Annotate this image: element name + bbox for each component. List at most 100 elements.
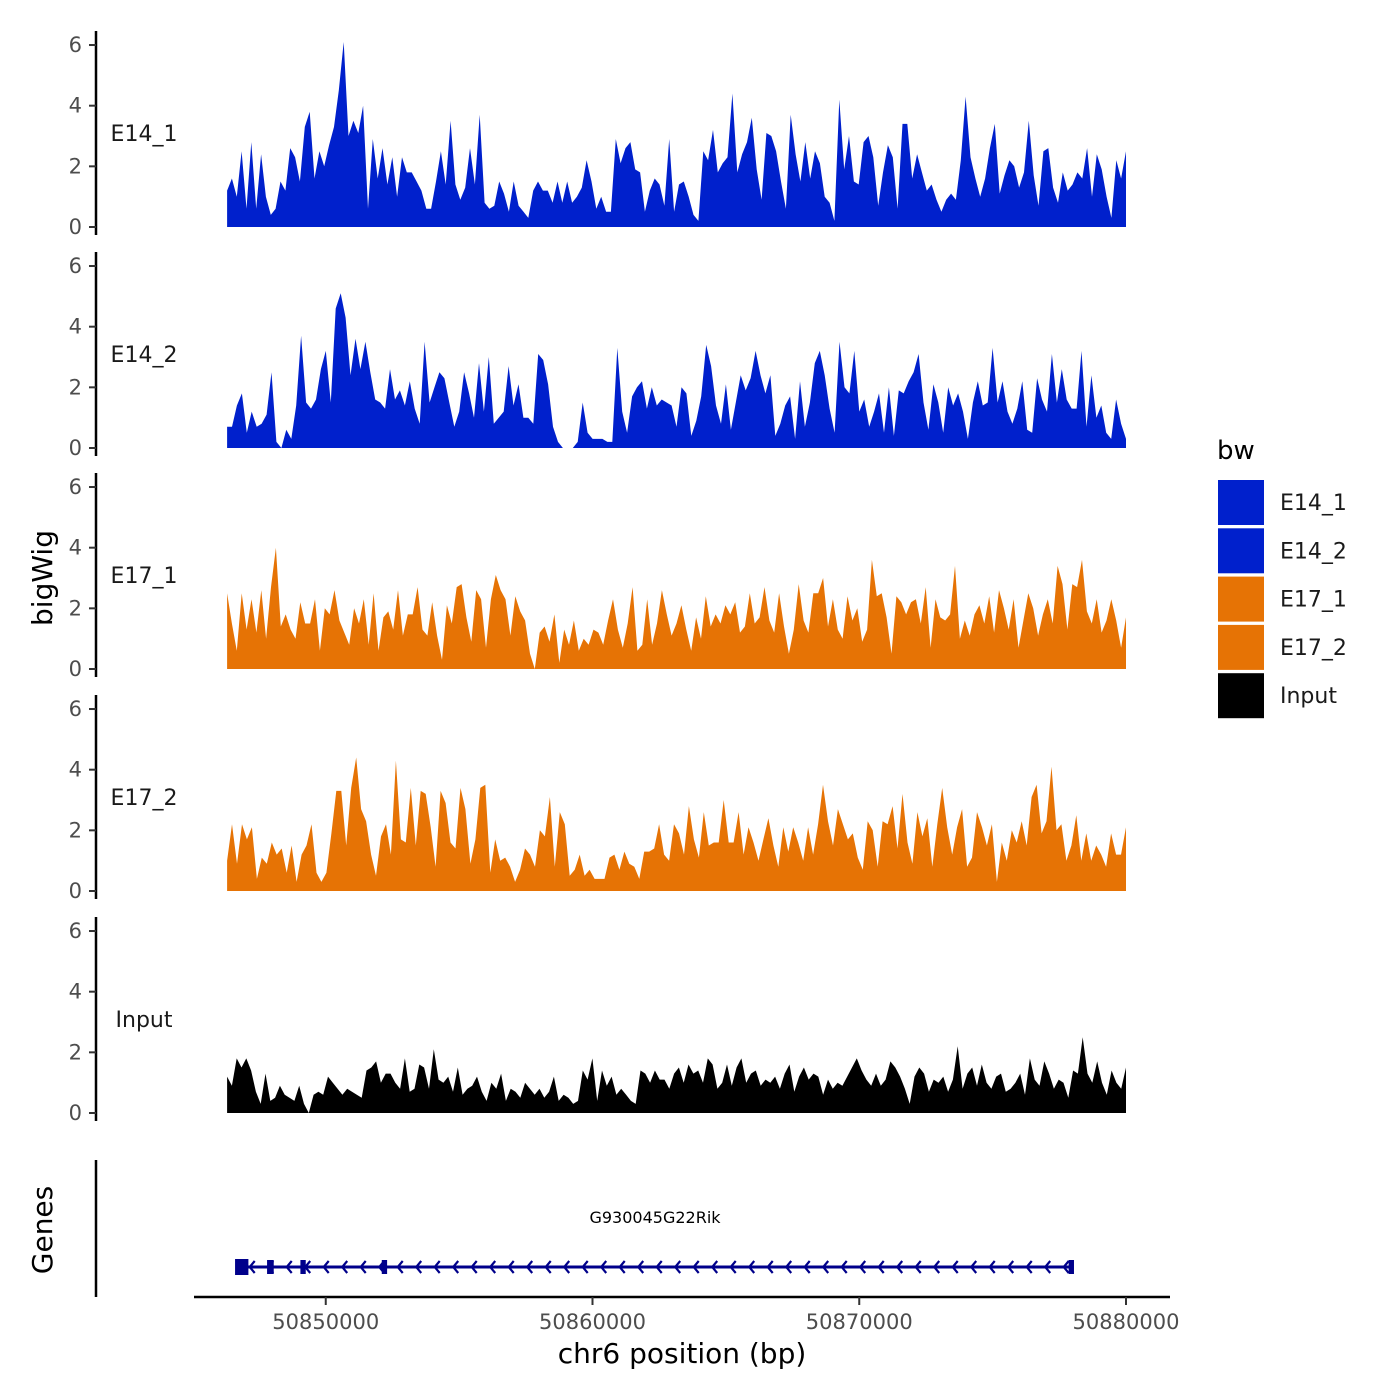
- strand-arrow: [451, 1260, 460, 1274]
- y-tick-label: 2: [69, 375, 82, 399]
- strand-arrow: [322, 1260, 330, 1274]
- y-tick-label: 0: [69, 657, 82, 681]
- y-tick-label: 4: [69, 536, 82, 560]
- strand-arrow: [525, 1260, 534, 1274]
- strand-arrow: [747, 1260, 756, 1274]
- gene-exon: [300, 1260, 306, 1274]
- y-tick-label: 2: [69, 154, 82, 178]
- strand-arrow: [951, 1260, 959, 1274]
- strand-arrow: [914, 1260, 922, 1274]
- y-tick-label: 0: [69, 215, 82, 239]
- strand-arrow: [396, 1260, 404, 1274]
- strand-arrow: [544, 1260, 552, 1274]
- x-tick-label: 50850000: [272, 1310, 379, 1334]
- x-tick-label: 50860000: [539, 1310, 646, 1334]
- legend-label: Input: [1280, 684, 1337, 709]
- strand-arrow: [988, 1260, 996, 1274]
- y-tick-label: 6: [69, 475, 82, 499]
- legend-label: E14_2: [1280, 539, 1347, 564]
- x-tick-label: 50880000: [1073, 1310, 1180, 1334]
- strand-arrow: [821, 1260, 830, 1274]
- strand-arrow: [655, 1260, 663, 1274]
- genes-track: Genes G930045G22Rik: [26, 1160, 1074, 1297]
- tracks: 0 2 4 6 E14_1 0 2 4 6 E14_2 0 2 4 6 E17_1 0 2 4 6 E17_2 0 2 4 6…: [69, 31, 1127, 1125]
- y-tick-label: 0: [69, 1101, 82, 1125]
- strand-arrow: [1006, 1260, 1015, 1274]
- y-axis-title: bigWig: [26, 530, 59, 626]
- x-tick-label: 50870000: [806, 1310, 913, 1334]
- strand-arrow: [1062, 1260, 1070, 1274]
- strand-arrow: [895, 1260, 904, 1274]
- strand-arrow: [248, 1260, 256, 1274]
- strand-arrow: [932, 1260, 941, 1274]
- y-tick-label: 4: [69, 758, 82, 782]
- signal-area-E14_1: [227, 42, 1127, 227]
- genes-axis-title: Genes: [26, 1186, 59, 1274]
- strand-arrow: [562, 1260, 571, 1274]
- strand-arrow: [414, 1260, 423, 1274]
- strand-arrow: [507, 1260, 515, 1274]
- legend: bw E14_1 E14_2 E17_1 E17_2 Input: [1217, 436, 1347, 719]
- legend-swatch-E14_1: [1218, 480, 1264, 525]
- legend-swatch-E17_1: [1218, 576, 1264, 622]
- gene-exon: [235, 1259, 249, 1275]
- gene-label: G930045G22Rik: [589, 1208, 721, 1227]
- strand-arrow: [1043, 1260, 1052, 1274]
- legend-entries: E14_1 E14_2 E17_1 E17_2 Input: [1218, 480, 1347, 719]
- y-tick-label: 0: [69, 436, 82, 460]
- gene-exon: [1068, 1260, 1074, 1274]
- strand-arrow: [840, 1260, 848, 1274]
- strand-arrow: [599, 1260, 608, 1274]
- strand-arrow: [340, 1260, 349, 1274]
- track-E14_1: 0 2 4 6 E14_1: [69, 31, 1127, 239]
- track-Input: 0 2 4 6 Input: [69, 917, 1127, 1125]
- track-E17_2: 0 2 4 6 E17_2: [69, 695, 1127, 903]
- y-tick-label: 6: [69, 697, 82, 721]
- strand-arrow: [877, 1260, 885, 1274]
- legend-swatch-E14_2: [1218, 528, 1264, 574]
- track-label: E17_1: [111, 564, 178, 589]
- gene-exon: [267, 1260, 274, 1274]
- strand-arrow: [673, 1260, 682, 1274]
- legend-label: E14_1: [1280, 491, 1347, 516]
- x-axis-title: chr6 position (bp): [558, 1337, 807, 1370]
- y-tick-label: 4: [69, 315, 82, 339]
- strand-arrow: [766, 1260, 774, 1274]
- y-tick-label: 6: [69, 919, 82, 943]
- track-label: E14_1: [111, 122, 178, 147]
- gene-exon: [381, 1260, 388, 1274]
- strand-arrow: [581, 1260, 589, 1274]
- y-tick-label: 6: [69, 33, 82, 57]
- y-tick-label: 2: [69, 1040, 82, 1064]
- y-tick-label: 4: [69, 94, 82, 118]
- x-ticks: 50850000 50860000 50870000 50880000: [272, 1297, 1179, 1334]
- strand-arrow: [729, 1260, 737, 1274]
- strand-arrow: [285, 1260, 293, 1274]
- signal-area-E17_1: [227, 547, 1127, 669]
- x-axis: 50850000 50860000 50870000 50880000 chr6 po…: [194, 1295, 1179, 1370]
- track-label: Input: [116, 1008, 173, 1033]
- legend-label: E17_1: [1280, 588, 1347, 613]
- track-E14_2: 0 2 4 6 E14_2: [69, 252, 1127, 460]
- legend-label: E17_2: [1280, 636, 1347, 661]
- signal-area-E17_2: [227, 757, 1127, 891]
- legend-swatch-Input: [1218, 673, 1264, 719]
- y-tick-label: 6: [69, 254, 82, 278]
- signal-area-E14_2: [227, 293, 1127, 448]
- track-label: E14_2: [111, 343, 178, 368]
- track-E17_1: 0 2 4 6 E17_1: [69, 473, 1127, 681]
- strand-arrow: [618, 1260, 626, 1274]
- track-label: E17_2: [111, 786, 178, 811]
- strand-arrow: [1025, 1260, 1033, 1274]
- gene-model: [235, 1259, 1074, 1275]
- strand-arrow: [488, 1260, 497, 1274]
- strand-arrow: [969, 1260, 978, 1274]
- legend-title: bw: [1217, 436, 1255, 466]
- strand-arrow: [359, 1260, 367, 1274]
- strand-arrow: [784, 1260, 793, 1274]
- signal-area-Input: [227, 1037, 1127, 1113]
- strand-arrow: [636, 1260, 645, 1274]
- strand-arrow: [433, 1260, 441, 1274]
